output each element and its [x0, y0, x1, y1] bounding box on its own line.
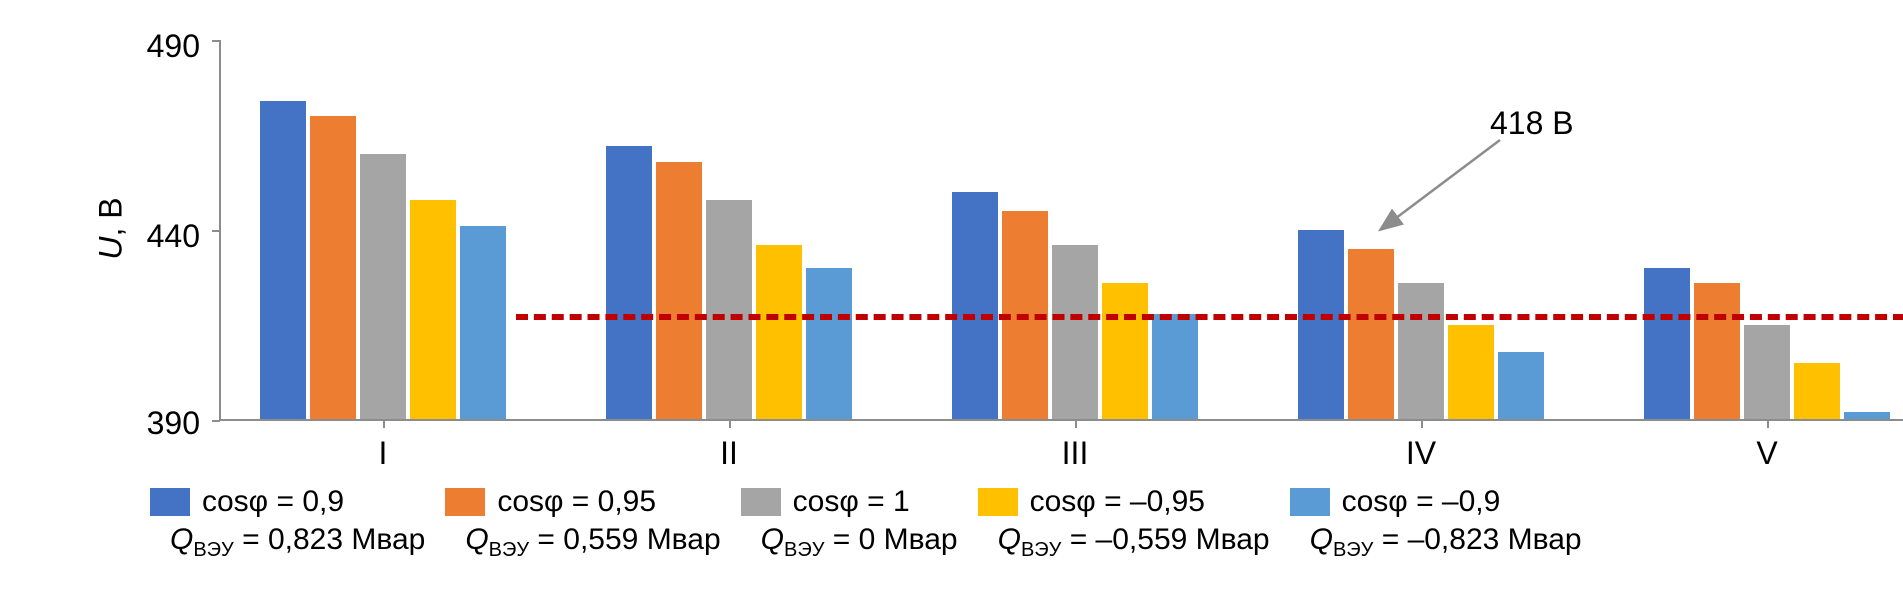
legend-cos-label: cosφ = –0,9 — [1342, 485, 1501, 519]
x-tick-mark — [1767, 420, 1769, 428]
bar — [1448, 325, 1494, 420]
bar — [1052, 245, 1098, 420]
y-tick-440: 440 — [130, 218, 200, 255]
plot-area — [220, 40, 1903, 420]
x-category-label: IV — [1321, 435, 1521, 472]
legend-item: cosφ = 1 QВЭУ = 0 Мвар — [741, 485, 958, 562]
legend-q-label: QВЭУ = 0,823 Мвар — [170, 523, 425, 562]
bar — [310, 116, 356, 420]
legend-q-label: QВЭУ = –0,823 Мвар — [1310, 523, 1582, 562]
x-tick-mark — [383, 420, 385, 428]
x-category-label: II — [629, 435, 829, 472]
bar — [952, 192, 998, 420]
legend-cos-label: cosφ = 1 — [793, 485, 910, 519]
chart-container: U, В 490 440 390 IIIIIIIVV 418 В cosφ = … — [60, 10, 1860, 600]
legend-swatch — [741, 488, 781, 516]
bar — [656, 162, 702, 420]
bar — [706, 200, 752, 420]
bar — [1694, 283, 1740, 420]
y-axis-label-unit: , В — [93, 197, 129, 236]
bar — [260, 101, 306, 420]
bar — [410, 200, 456, 420]
bar — [606, 146, 652, 420]
bar — [756, 245, 802, 420]
bar — [460, 226, 506, 420]
legend-swatch — [978, 488, 1018, 516]
bar — [360, 154, 406, 420]
legend-item: cosφ = –0,95 QВЭУ = –0,559 Мвар — [978, 485, 1270, 562]
x-tick-mark — [1421, 420, 1423, 428]
legend-q-label: QВЭУ = 0 Мвар — [761, 523, 958, 562]
reference-line — [516, 314, 1903, 320]
y-tick-390: 390 — [130, 405, 200, 442]
legend: cosφ = 0,9 QВЭУ = 0,823 Мвар cosφ = 0,95 QВ… — [150, 485, 1903, 562]
legend-q-label: QВЭУ = –0,559 Мвар — [998, 523, 1270, 562]
x-category-label: V — [1667, 435, 1867, 472]
x-axis-line — [220, 419, 1903, 421]
legend-cos-label: cosφ = 0,9 — [202, 485, 344, 519]
y-tick-490: 490 — [130, 28, 200, 65]
bar — [1348, 249, 1394, 420]
bar — [1794, 363, 1840, 420]
legend-cos-label: cosφ = –0,95 — [1030, 485, 1205, 519]
legend-swatch — [1290, 488, 1330, 516]
y-tick-mark — [212, 420, 220, 422]
bar — [1744, 325, 1790, 420]
legend-cos-label: cosφ = 0,95 — [497, 485, 656, 519]
y-axis-label: U, В — [93, 197, 130, 259]
bar — [1152, 314, 1198, 420]
legend-swatch — [150, 488, 190, 516]
legend-item: cosφ = 0,9 QВЭУ = 0,823 Мвар — [150, 485, 425, 562]
legend-swatch — [445, 488, 485, 516]
bar — [1398, 283, 1444, 420]
x-category-label: I — [283, 435, 483, 472]
x-tick-mark — [1075, 420, 1077, 428]
legend-q-label: QВЭУ = 0,559 Мвар — [465, 523, 720, 562]
y-axis-line — [219, 40, 221, 420]
bar — [1102, 283, 1148, 420]
bar — [1644, 268, 1690, 420]
annotation-arrow-icon — [1370, 135, 1510, 255]
y-axis-label-symbol: U — [93, 237, 129, 260]
x-tick-mark — [729, 420, 731, 428]
legend-item: cosφ = –0,9 QВЭУ = –0,823 Мвар — [1290, 485, 1582, 562]
bar — [1298, 230, 1344, 420]
x-category-label: III — [975, 435, 1175, 472]
legend-item: cosφ = 0,95 QВЭУ = 0,559 Мвар — [445, 485, 720, 562]
bar — [806, 268, 852, 420]
bar — [1498, 352, 1544, 420]
